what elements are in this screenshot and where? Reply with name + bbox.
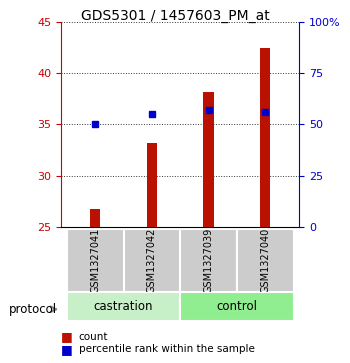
Bar [67, 229, 124, 292]
Text: GDS5301 / 1457603_PM_at: GDS5301 / 1457603_PM_at [80, 9, 270, 23]
Bar [180, 292, 294, 321]
Bar [147, 143, 157, 227]
Bar [237, 229, 294, 292]
Text: ■: ■ [61, 330, 73, 343]
Text: GSM1327042: GSM1327042 [147, 228, 157, 293]
Bar [124, 229, 180, 292]
Bar [260, 48, 270, 227]
Text: ■: ■ [61, 343, 73, 356]
Bar [203, 91, 214, 227]
Text: protocol: protocol [9, 303, 57, 316]
Text: GSM1327041: GSM1327041 [90, 228, 100, 293]
Bar [180, 229, 237, 292]
Text: GSM1327040: GSM1327040 [260, 228, 270, 293]
Text: castration: castration [94, 300, 153, 313]
Text: percentile rank within the sample: percentile rank within the sample [79, 344, 255, 354]
Text: control: control [216, 300, 257, 313]
Text: count: count [79, 332, 108, 342]
Text: GSM1327039: GSM1327039 [204, 228, 214, 293]
Bar [90, 209, 100, 227]
Bar [67, 292, 180, 321]
